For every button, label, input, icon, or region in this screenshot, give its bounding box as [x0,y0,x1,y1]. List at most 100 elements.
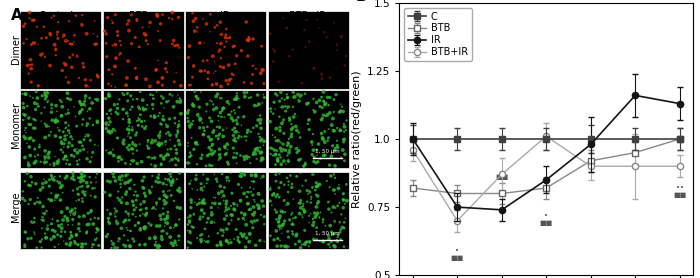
Point [225,171,236,175]
Point [265,199,276,203]
Point [298,164,309,168]
Point [134,214,146,218]
Point [88,101,99,106]
Point [52,219,63,223]
Point [193,115,204,119]
Point [134,243,146,247]
Point [322,138,333,143]
Point [259,95,270,100]
Point [201,109,212,114]
Point [172,43,183,48]
Point [103,219,114,223]
Point [198,172,209,177]
Point [216,32,227,37]
Point [161,70,172,74]
Text: Control: Control [38,11,74,21]
Point [45,32,56,37]
Point [300,163,311,167]
Point [151,224,162,228]
Point [114,97,125,102]
Point [86,245,97,250]
Point [187,103,198,107]
Point [118,220,130,224]
Point [165,180,176,184]
Point [60,126,71,131]
Point [169,44,181,48]
Point [272,156,284,161]
Point [70,241,81,245]
Point [232,121,243,126]
Point [90,180,101,184]
Point [186,83,197,87]
Point [307,132,318,136]
Point [217,106,228,111]
Point [325,224,336,228]
Point [281,176,293,180]
Point [37,215,48,220]
Point [302,240,313,244]
Point [122,22,133,26]
Point [215,110,226,115]
Point [103,179,114,184]
Point [184,155,195,159]
Point [326,210,337,215]
Point [316,131,327,136]
Point [22,237,34,241]
Point [120,218,131,222]
Point [63,123,74,128]
Point [117,178,128,182]
Point [29,147,41,151]
Point [104,129,115,133]
Point [330,146,341,150]
Point [122,212,134,216]
Point [131,17,142,22]
Point [217,234,228,238]
Point [279,98,290,102]
Point [220,202,232,206]
Point [307,185,318,190]
Point [316,76,328,81]
Point [243,35,254,39]
Point [256,158,267,163]
Point [62,91,73,95]
Point [198,198,209,202]
Point [272,244,283,248]
Point [190,94,202,98]
Point [127,140,138,144]
Point [29,101,41,105]
Point [121,172,132,177]
Point [112,245,123,250]
Point [206,99,218,104]
Point [104,94,116,98]
Point [174,206,186,210]
Point [136,207,147,212]
Point [160,182,172,187]
Point [223,162,234,167]
Point [103,216,114,220]
Point [270,152,281,156]
Point [265,152,276,156]
Point [239,173,251,178]
Point [139,119,150,123]
Point [248,198,260,202]
Point [122,172,134,177]
Point [67,188,78,193]
Point [197,120,208,125]
Point [131,19,142,23]
Point [62,144,74,149]
Point [237,216,248,220]
Point [76,245,88,249]
Point [291,150,302,155]
Point [223,63,235,67]
Point [258,215,270,219]
Point [156,234,167,239]
Point [78,242,89,246]
Point [239,232,250,237]
Point [280,210,291,214]
Point [50,46,62,50]
Point [188,211,199,216]
Point [167,243,178,248]
Point [171,70,182,75]
Point [207,102,218,106]
Point [232,238,244,242]
